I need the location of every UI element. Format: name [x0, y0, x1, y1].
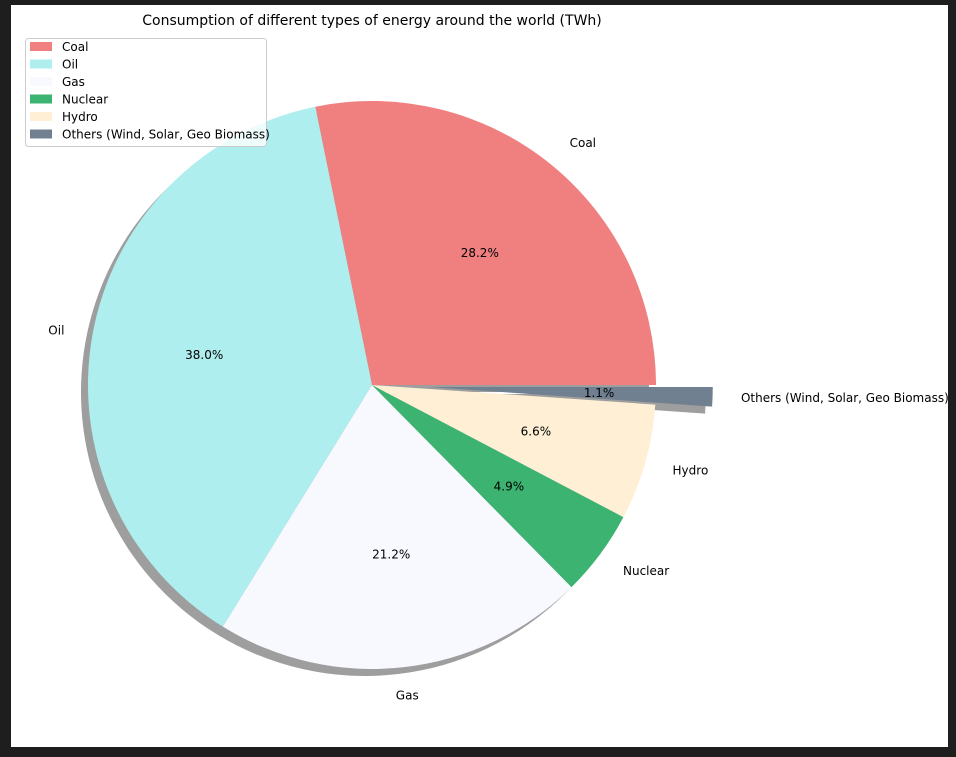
pie-slice-oil: [88, 106, 373, 627]
legend-entries: Coal Oil Gas Nuclear Hydro Others (Wind, Sola…: [30, 40, 270, 142]
legend-label-nuclear: Nuclear: [62, 93, 108, 107]
legend-label-gas: Gas: [62, 75, 85, 89]
category-label-coal: Coal: [570, 136, 596, 150]
category-label-hydro: Hydro: [673, 463, 709, 477]
pie-slice-others-wind-solar-geo-biomass: [428, 386, 713, 407]
pct-label-oil: 38.0%: [185, 348, 223, 362]
category-label-nuclear: Nuclear: [623, 564, 669, 578]
pct-label-coal: 28.2%: [461, 246, 499, 260]
legend-swatch-coal: [30, 42, 52, 51]
pct-label-nuclear: 4.9%: [494, 479, 525, 493]
chart-figure: Consumption of different types of energy…: [11, 5, 948, 747]
legend-swatch-gas: [30, 77, 52, 86]
pct-label-hydro: 6.6%: [521, 425, 552, 439]
legend-label-oil: Oil: [62, 58, 78, 72]
pie-slice-hydro: [372, 385, 656, 518]
pie-slice-gas: [222, 385, 572, 669]
legend-swatch-oil: [30, 59, 52, 69]
legend-swatch-nuclear: [30, 94, 52, 104]
legend-label-coal: Coal: [62, 40, 88, 54]
pie-slice-nuclear: [372, 385, 624, 588]
pie-label-layer: 28.2% Coal 38.0% Oil 21.2% Gas 4.9% Nuclear 6.6%…: [48, 136, 948, 702]
pct-label-gas: 21.2%: [372, 547, 410, 561]
legend-label-hydro: Hydro: [62, 110, 98, 124]
legend-swatch-hydro: [30, 112, 52, 121]
category-label-oil: Oil: [48, 323, 64, 337]
category-label-others-wind-solar-geo-biomass: Others (Wind, Solar, Geo Biomass): [741, 391, 948, 405]
pie-slice-coal: [315, 101, 656, 386]
category-label-gas: Gas: [396, 688, 419, 702]
chart-legend: Coal Oil Gas Nuclear Hydro Others (Wind, Sola…: [25, 38, 270, 147]
legend-label-others-wind-solar-geo-biomass: Others (Wind, Solar, Geo Biomass): [62, 128, 270, 142]
chart-title: Consumption of different types of energy…: [142, 13, 602, 29]
legend-frame: [25, 38, 267, 147]
pie-chart: Consumption of different types of energy…: [25, 13, 948, 702]
pct-label-others-wind-solar-geo-biomass: 1.1%: [584, 386, 615, 400]
pie-wedge-layer: [88, 101, 713, 669]
legend-swatch-others-wind-solar-geo-biomass: [30, 129, 52, 139]
